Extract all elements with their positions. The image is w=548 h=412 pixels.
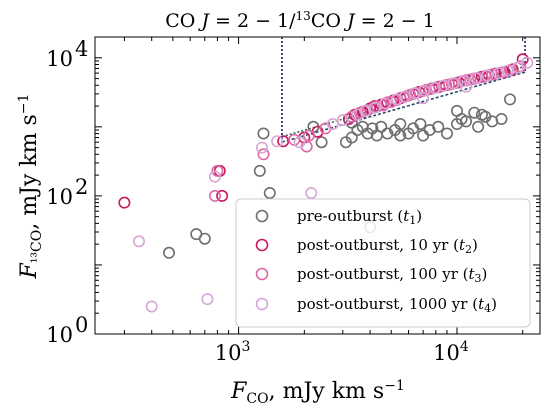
data-point-s1-5 [257, 127, 270, 140]
data-point-s1-36 [450, 104, 463, 117]
y-tick-exponent-3: 4 [75, 37, 88, 61]
data-point-s1-25 [432, 120, 445, 133]
data-point-s4-6 [271, 135, 284, 148]
data-point-s1-19 [394, 118, 407, 131]
data-point-s3-3 [257, 148, 270, 161]
data-point-s1-26 [440, 127, 453, 140]
data-point-s1-31 [472, 120, 485, 133]
data-point-s4-25 [492, 67, 505, 80]
legend-marker-100yr [255, 267, 269, 281]
data-point-s1-34 [495, 113, 508, 126]
data-point-s4-26 [501, 64, 514, 77]
data-point-s1-29 [459, 115, 472, 128]
data-point-s1-23 [417, 129, 430, 142]
data-point-s1-39 [345, 131, 358, 144]
data-point-s4-4 [209, 170, 222, 183]
data-point-s1-4 [253, 164, 266, 177]
plot-frame [94, 36, 541, 335]
y-tick-label-1: 10 [46, 323, 73, 347]
data-point-s4-23 [469, 72, 482, 85]
data-point-s4-2 [145, 300, 158, 313]
data-point-s1-37 [475, 108, 488, 121]
x-tick-label-1: 103 [215, 339, 251, 365]
data-point-s4-1 [133, 235, 146, 248]
x-tick-label-2: 104 [433, 339, 469, 365]
data-point-s1-17 [381, 127, 394, 140]
data-point-s1-3 [198, 232, 211, 245]
data-point-s2-4 [277, 135, 290, 148]
data-point-s4-7 [293, 136, 306, 149]
y-tick-label-2: 10 [46, 185, 73, 209]
legend-marker-10yr [255, 238, 269, 252]
data-point-s4-14 [379, 97, 392, 110]
data-point-s3-18 [423, 83, 436, 96]
data-point-s4-3 [201, 293, 214, 306]
legend-label-pre-outburst: pre-outburst (t1) [297, 207, 422, 227]
legend-marker-1000yr [255, 297, 269, 311]
data-point-s4-29 [417, 92, 430, 105]
legend-label-10yr: post-outburst, 10 yr (t2) [297, 236, 478, 256]
y-tick-exponent-1: 0 [75, 313, 88, 337]
data-point-s3-12 [385, 95, 398, 108]
y-tick-exponent-2: 2 [75, 175, 88, 199]
data-point-s1-30 [468, 106, 481, 119]
data-point-s4-24 [481, 69, 494, 82]
data-point-s3-11 [377, 99, 390, 112]
data-point-s3-5 [302, 129, 315, 142]
data-point-s2-3 [216, 189, 229, 202]
data-point-s1-22 [414, 118, 427, 131]
legend-marker-pre-outburst [255, 209, 269, 223]
data-point-s1-35 [503, 93, 516, 106]
data-point-s4-21 [447, 77, 460, 90]
legend-box [235, 198, 531, 328]
data-point-s4-28 [521, 56, 534, 69]
series-4 [133, 56, 534, 313]
y-tick-label-3: 10 [46, 47, 73, 71]
y-axis-label: F¹³CO, mJy km s−1 [16, 94, 45, 280]
data-point-s4-22 [458, 74, 471, 87]
data-point-s1-40 [394, 129, 407, 142]
chart-title: CO J = 2 − 1/13CO J = 2 − 1 [165, 9, 435, 32]
data-points [118, 53, 534, 313]
data-point-s1-1 [163, 246, 176, 259]
data-point-s2-1 [118, 196, 131, 209]
data-point-s1-16 [375, 120, 388, 133]
data-point-s4-15 [390, 93, 403, 106]
data-point-s4-8 [305, 187, 318, 200]
data-point-s4-27 [511, 61, 524, 74]
data-point-s4-5 [255, 141, 268, 154]
legend: pre-outburst (t1) post-outburst, 10 yr (… [235, 198, 531, 328]
data-point-s4-10 [336, 114, 349, 127]
legend-label-100yr: post-outburst, 100 yr (t3) [297, 265, 487, 285]
data-point-s1-8 [315, 136, 328, 149]
legend-label-1000yr: post-outburst, 1000 yr (t4) [297, 295, 497, 315]
data-point-s3-2 [211, 164, 224, 177]
data-point-s3-8 [354, 106, 367, 119]
data-point-s4-9 [326, 118, 339, 131]
data-point-s4-13 [368, 101, 381, 114]
data-point-s1-6 [263, 187, 276, 200]
data-point-s4-30 [459, 80, 472, 93]
x-axis-label: FCO, mJy km s−1 [230, 378, 405, 407]
data-point-s3-1 [209, 189, 222, 202]
